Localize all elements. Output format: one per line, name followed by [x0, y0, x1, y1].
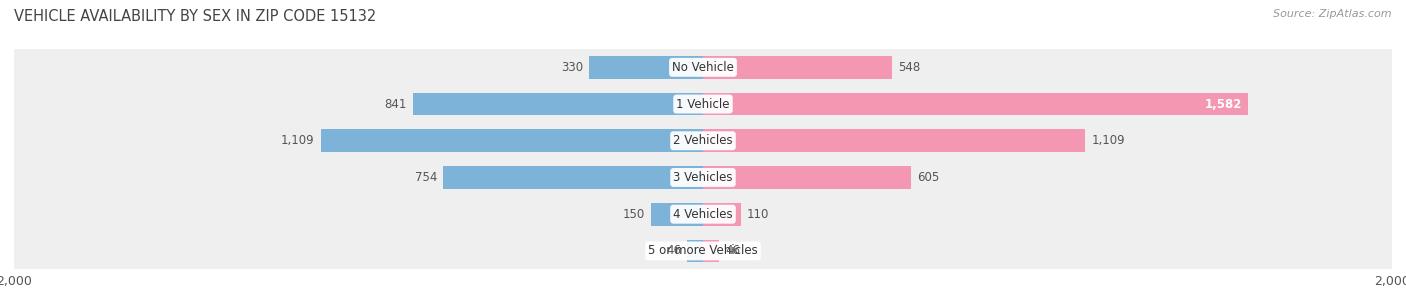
Bar: [413, 93, 703, 115]
Text: 46: 46: [725, 244, 740, 257]
Bar: [14, 49, 1392, 86]
Bar: [589, 56, 703, 79]
Bar: [14, 196, 1392, 233]
Bar: [443, 166, 703, 189]
Bar: [703, 166, 911, 189]
Text: 3 Vehicles: 3 Vehicles: [673, 171, 733, 184]
Bar: [703, 240, 718, 262]
Text: 754: 754: [415, 171, 437, 184]
Text: VEHICLE AVAILABILITY BY SEX IN ZIP CODE 15132: VEHICLE AVAILABILITY BY SEX IN ZIP CODE …: [14, 9, 377, 24]
Text: 548: 548: [898, 61, 920, 74]
Bar: [703, 129, 1085, 152]
Text: 841: 841: [385, 98, 408, 110]
Text: 605: 605: [918, 171, 939, 184]
Text: 2 Vehicles: 2 Vehicles: [673, 134, 733, 147]
Bar: [14, 122, 1392, 159]
Bar: [321, 129, 703, 152]
Text: 46: 46: [666, 244, 681, 257]
Text: 110: 110: [747, 208, 769, 221]
Text: No Vehicle: No Vehicle: [672, 61, 734, 74]
Bar: [703, 203, 741, 226]
Bar: [14, 159, 1392, 196]
Bar: [703, 56, 891, 79]
Text: 150: 150: [623, 208, 645, 221]
Text: Source: ZipAtlas.com: Source: ZipAtlas.com: [1274, 9, 1392, 19]
Bar: [14, 233, 1392, 269]
Text: 1,109: 1,109: [281, 134, 315, 147]
Text: 5 or more Vehicles: 5 or more Vehicles: [648, 244, 758, 257]
Text: 4 Vehicles: 4 Vehicles: [673, 208, 733, 221]
Text: 330: 330: [561, 61, 583, 74]
Text: 1 Vehicle: 1 Vehicle: [676, 98, 730, 110]
Text: 1,109: 1,109: [1091, 134, 1125, 147]
Bar: [14, 86, 1392, 122]
Bar: [651, 203, 703, 226]
Bar: [703, 93, 1249, 115]
Text: 1,582: 1,582: [1205, 98, 1241, 110]
Bar: [688, 240, 703, 262]
